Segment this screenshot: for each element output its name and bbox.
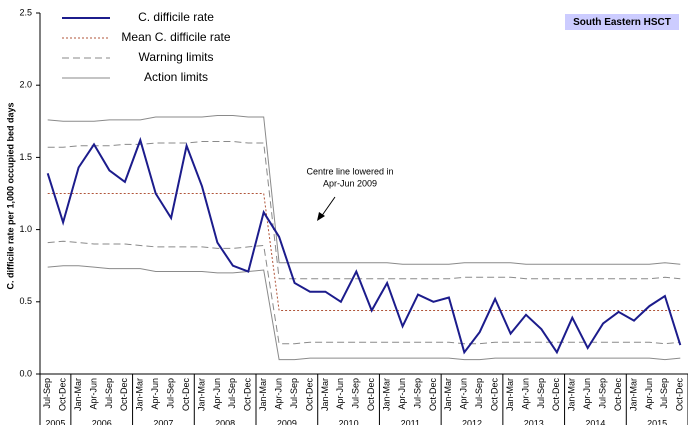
x-tick-label: Jan-Mar [196,378,206,411]
x-tick-label: Apr-Jun [582,378,592,410]
x-tick-label: Jul-Sep [351,378,361,409]
x-tick-label: Oct-Dec [304,378,314,412]
series-line [47,193,681,311]
y-tick-label: 2.0 [19,80,32,90]
x-tick-label: Oct-Dec [366,378,376,412]
x-tick-label: Oct-Dec [490,378,500,412]
x-tick-label: Oct-Dec [675,378,685,412]
x-tick-label: Apr-Jun [212,378,222,410]
x-group-label: 2006 [92,418,112,425]
x-group-label: 2012 [462,418,482,425]
x-tick-label: Jan-Mar [382,378,392,411]
x-tick-label: Jan-Mar [73,378,83,411]
series-line [47,141,681,280]
x-group-label: 2007 [153,418,173,425]
y-tick-label: 1.0 [19,224,32,234]
x-group-label: 2013 [524,418,544,425]
x-tick-label: Jan-Mar [567,378,577,411]
y-tick-label: 0.5 [19,296,32,306]
annotation: Apr-Jun 2009 [323,178,377,188]
x-group-label: 2014 [585,418,605,425]
x-group-label: 2009 [277,418,297,425]
x-tick-label: Jul-Sep [42,378,52,409]
x-tick-label: Oct-Dec [58,378,68,412]
x-tick-label: Jul-Sep [104,378,114,409]
series-line [46,136,682,355]
y-tick-label: 2.5 [19,7,32,17]
x-tick-label: Jan-Mar [628,378,638,411]
x-group-label: 2010 [339,418,359,425]
y-tick-label: 1.5 [19,152,32,162]
badge: South Eastern HSCT [573,17,671,28]
x-tick-label: Oct-Dec [243,378,253,412]
x-tick-label: Oct-Dec [428,378,438,412]
x-tick-label: Apr-Jun [88,378,98,410]
x-group-label: 2011 [401,418,420,425]
x-tick-label: Apr-Jun [335,378,345,410]
x-tick-label: Jul-Sep [474,378,484,409]
x-tick-label: Jan-Mar [258,378,268,411]
x-tick-label: Apr-Jun [274,378,284,410]
legend-label: Action limits [144,70,208,84]
legend-label: Mean C. difficile rate [121,30,230,44]
x-tick-label: Jul-Sep [412,378,422,409]
legend-label: Warning limits [139,50,214,64]
series-line [47,115,681,265]
x-tick-label: Jan-Mar [505,378,515,411]
x-tick-label: Apr-Jun [520,378,530,410]
x-tick-label: Oct-Dec [181,378,191,412]
annotation: Centre line lowered in [306,166,393,176]
x-tick-label: Jul-Sep [227,378,237,409]
x-tick-label: Apr-Jun [459,378,469,410]
x-group-label: 2005 [45,418,65,425]
annotation-arrowhead [317,212,325,221]
y-tick-label: 0.0 [19,368,32,378]
x-tick-label: Apr-Jun [644,378,654,410]
legend-label: C. difficile rate [138,10,214,24]
x-tick-label: Jul-Sep [166,378,176,409]
x-tick-label: Apr-Jun [150,378,160,410]
x-tick-label: Jan-Mar [443,378,453,411]
x-tick-label: Jul-Sep [598,378,608,409]
x-group-label: 2015 [647,418,667,425]
x-group-label: 2008 [215,418,235,425]
series-line [47,265,681,361]
y-axis-label: C. difficile rate per 1,000 occupied bed… [5,102,15,289]
x-tick-label: Jul-Sep [536,378,546,409]
x-tick-label: Jan-Mar [135,378,145,411]
x-tick-label: Apr-Jun [397,378,407,410]
series-line [47,240,681,345]
x-tick-label: Oct-Dec [551,378,561,412]
badge-box [565,14,679,30]
x-tick-label: Jan-Mar [320,378,330,411]
annotation-arrow [320,196,336,218]
x-tick-label: Jul-Sep [289,378,299,409]
x-tick-label: Oct-Dec [613,378,623,412]
x-tick-label: Jul-Sep [659,378,669,409]
x-tick-label: Oct-Dec [119,378,129,412]
